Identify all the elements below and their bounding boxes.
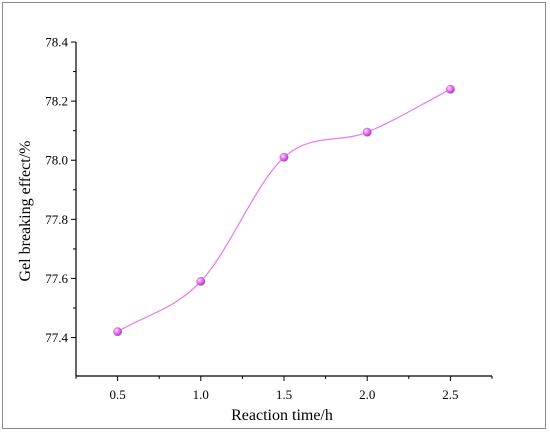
data-point [196, 276, 206, 286]
x-tick-label: 1.0 [193, 387, 209, 402]
y-tick-label: 77.8 [45, 212, 68, 227]
data-points [113, 84, 455, 337]
y-axis-title: Gel breaking effect/% [17, 141, 34, 282]
data-point [279, 152, 289, 162]
chart-frame [2, 2, 546, 429]
x-axis-ticks: 0.5 1.0 1.5 2.0 2.5 [75, 376, 493, 402]
x-tick-label: 0.5 [109, 387, 125, 402]
y-tick-label: 77.6 [45, 271, 68, 286]
y-tick-label: 78.4 [45, 35, 68, 50]
x-tick-label: 1.5 [276, 387, 292, 402]
x-axis-title: Reaction time/h [231, 407, 333, 424]
data-point [362, 127, 372, 137]
x-tick-label: 2.0 [359, 387, 375, 402]
data-point [445, 84, 455, 94]
y-axis-ticks: 77.4 77.6 77.8 78.0 78.2 78.4 [45, 35, 76, 345]
y-tick-label: 78.2 [45, 94, 68, 109]
series-curve [117, 88, 451, 333]
y-tick-label: 78.0 [45, 153, 68, 168]
axes [75, 42, 492, 377]
data-point [113, 327, 123, 337]
x-tick-label: 2.5 [442, 387, 458, 402]
y-tick-label: 77.4 [45, 330, 68, 345]
